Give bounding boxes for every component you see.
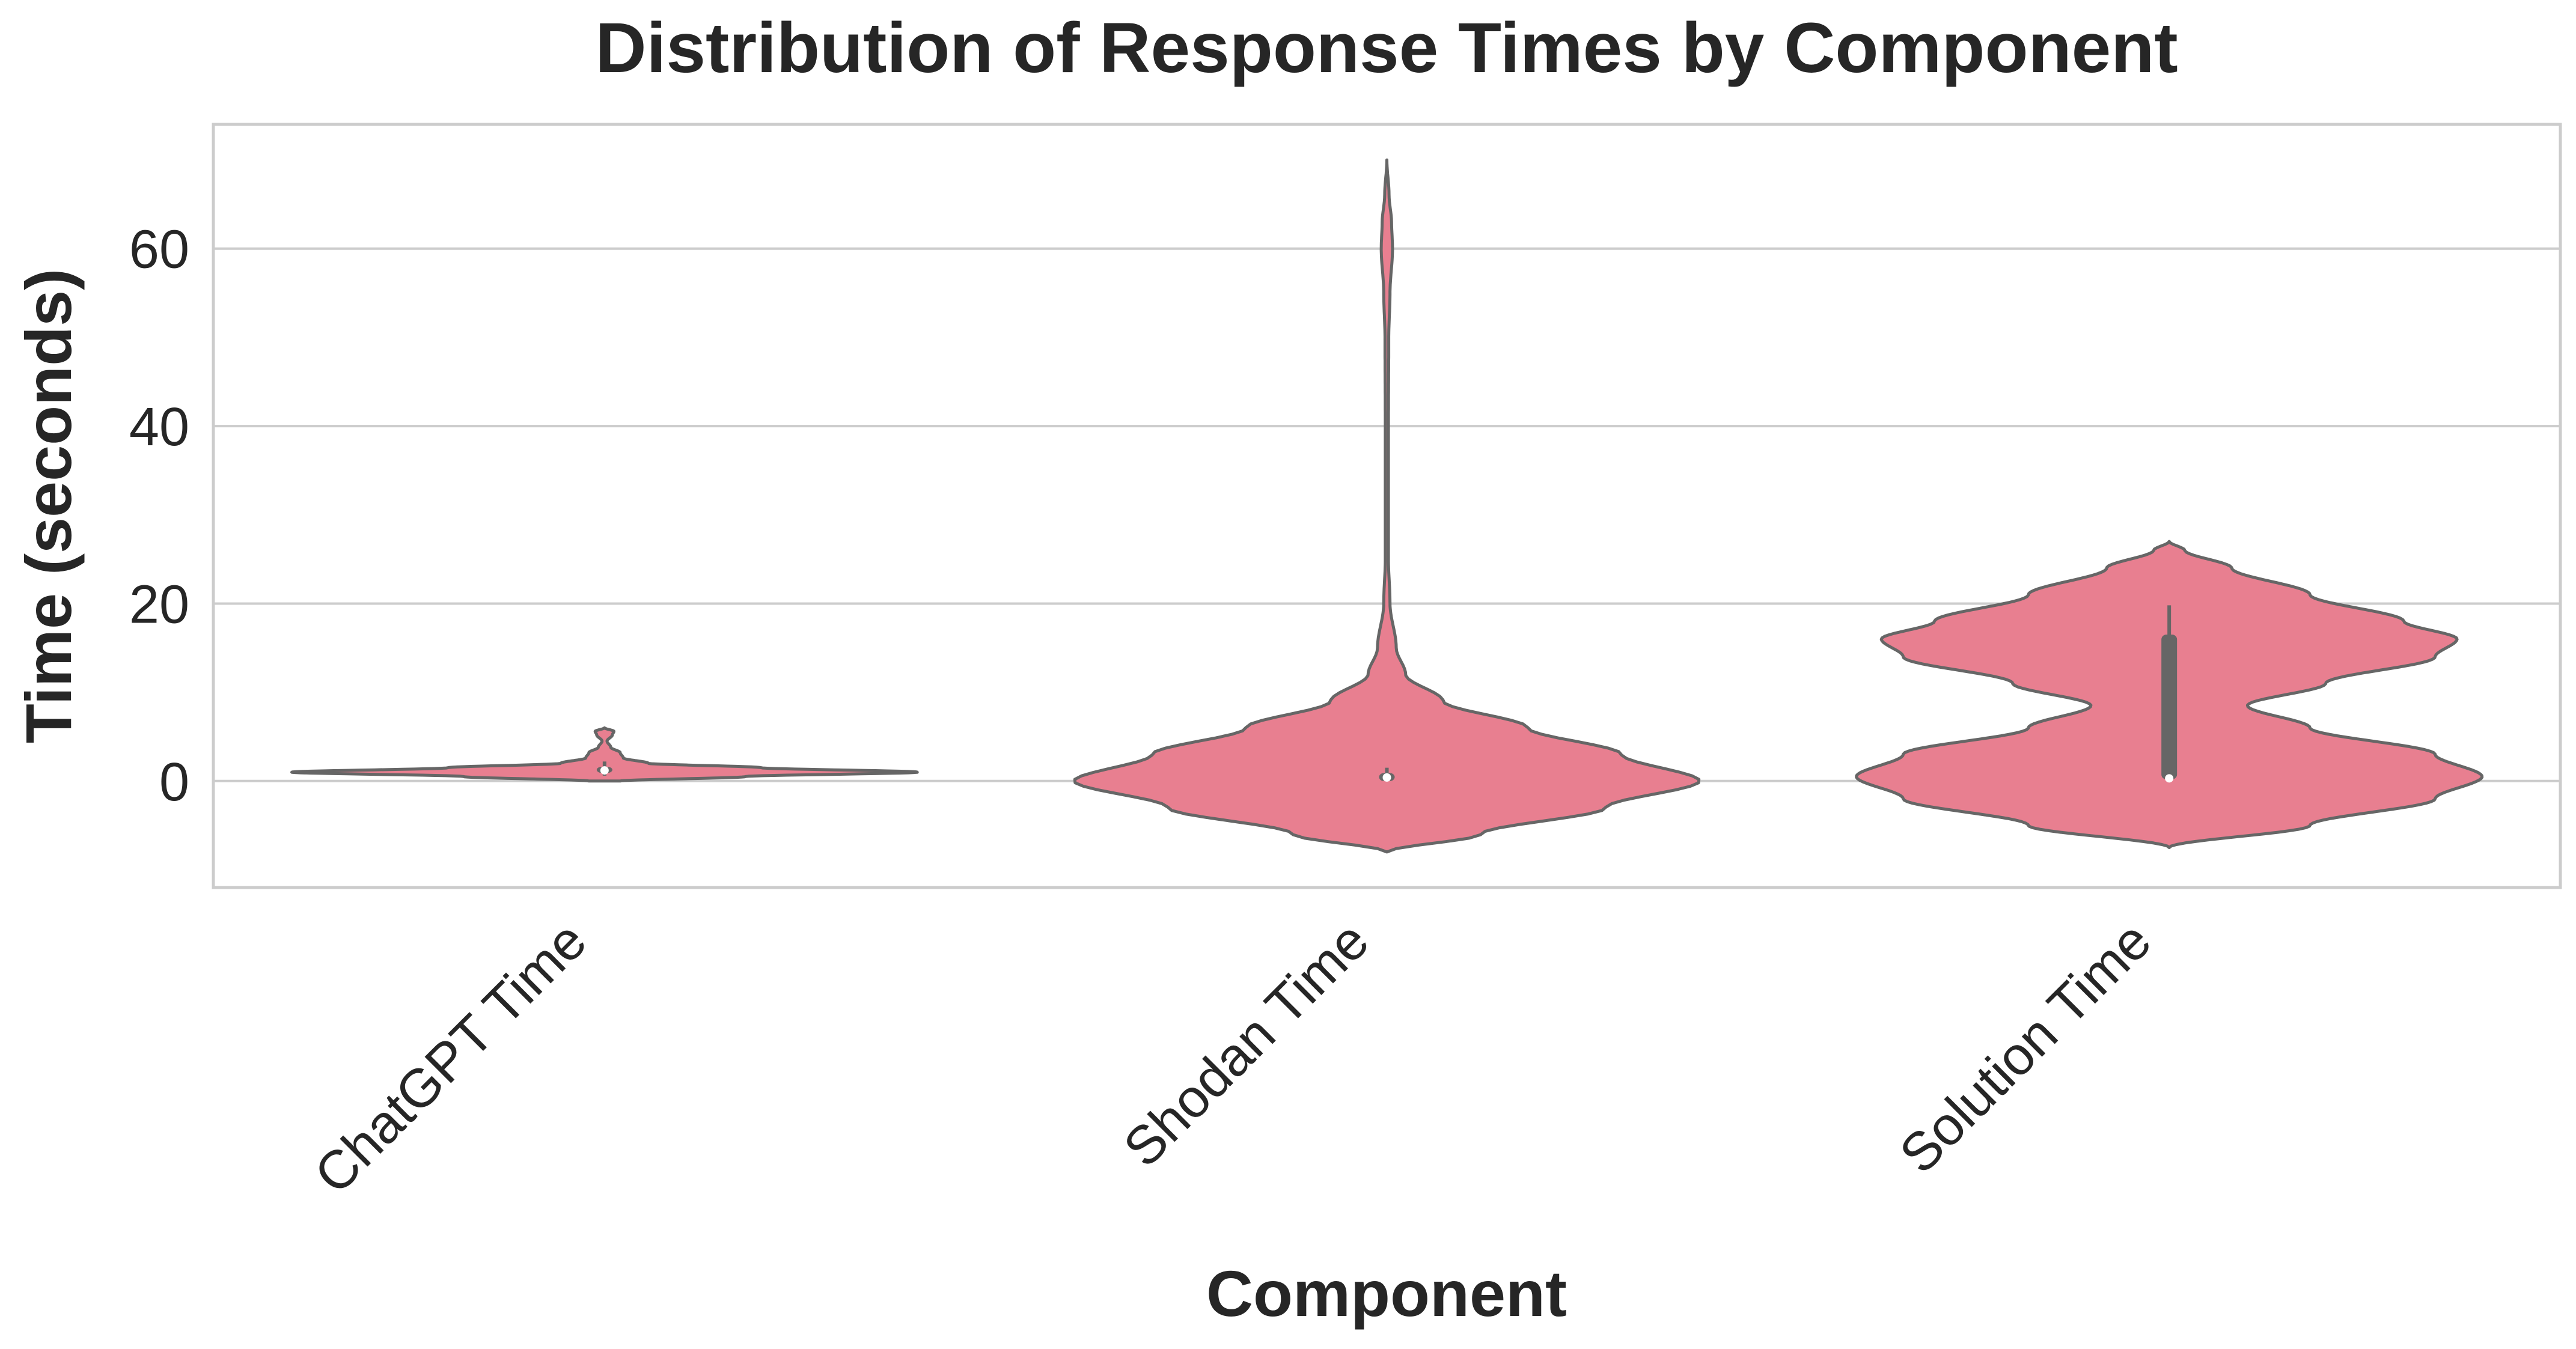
- violins-layer: [290, 158, 2484, 854]
- chart-title: Distribution of Response Times by Compon…: [595, 8, 2178, 88]
- y-tick-label: 0: [159, 752, 189, 812]
- violin-median-marker: [1382, 773, 1391, 782]
- violin-median-marker: [600, 766, 609, 775]
- y-axis-label: Time (seconds): [12, 269, 85, 743]
- y-tick-label: 60: [129, 220, 189, 280]
- y-tick-label: 20: [129, 574, 189, 635]
- violin-iqr-box: [2161, 635, 2178, 779]
- y-tick-label: 40: [129, 397, 189, 457]
- plot-frame: [212, 123, 2562, 889]
- x-axis-label: Component: [1206, 1257, 1567, 1330]
- y-tick-labels: 0 20 40 60: [129, 220, 189, 812]
- violin-body: [1073, 158, 1701, 854]
- violin-body: [290, 726, 919, 783]
- violin-median-marker: [2165, 774, 2174, 783]
